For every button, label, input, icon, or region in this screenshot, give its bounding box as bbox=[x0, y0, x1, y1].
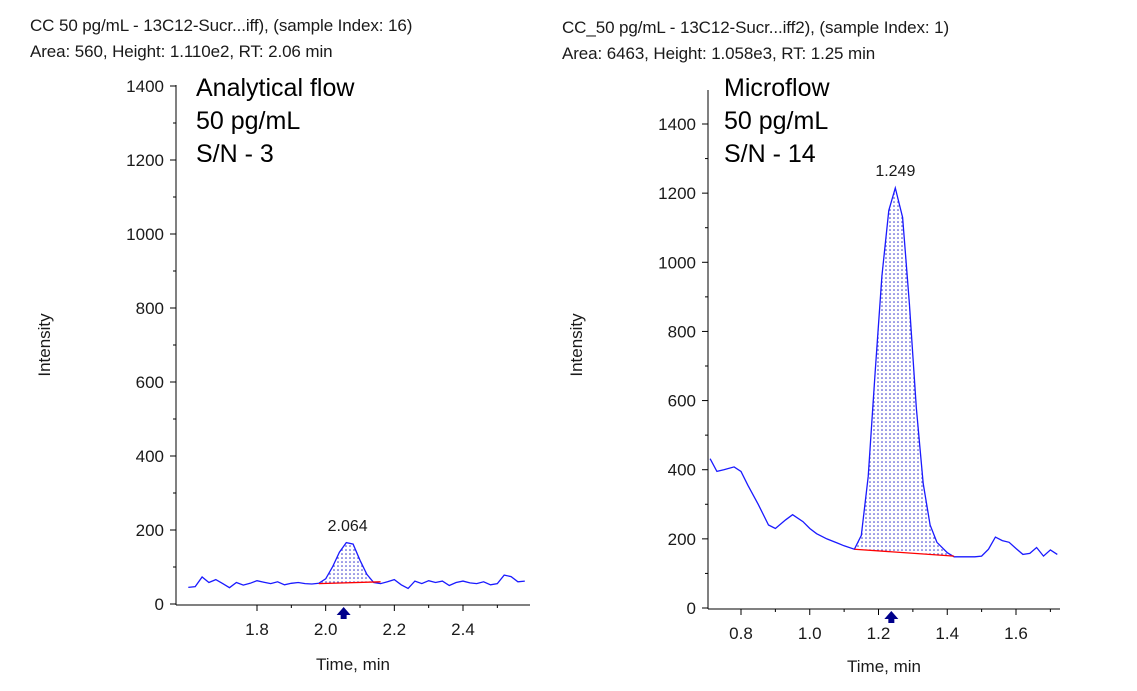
chart2-peak-area bbox=[854, 187, 955, 557]
chart1-y-tick-label: 200 bbox=[136, 521, 164, 540]
chart2-peak-label: 1.249 bbox=[875, 163, 915, 180]
chart1-y-tick-label: 600 bbox=[136, 373, 164, 392]
chart2-rt-marker-arrow-icon bbox=[884, 611, 899, 623]
chart2-y-tick-label: 200 bbox=[668, 530, 696, 549]
chart2-annotation: Microflow 50 pg/mL S/N - 14 bbox=[724, 72, 830, 171]
chart2-trace-line bbox=[709, 185, 1058, 558]
chart1-y-tick-label: 1000 bbox=[126, 225, 164, 244]
chart2-header-line2: Area: 6463, Height: 1.058e3, RT: 1.25 mi… bbox=[562, 44, 876, 63]
chart1-header-line1: CC 50 pg/mL - 13C12-Sucr...iff), (sample… bbox=[30, 16, 413, 35]
chart1-y-tick-label: 0 bbox=[155, 595, 164, 614]
chart2-y-tick-label: 800 bbox=[668, 322, 696, 341]
chart1-peak-label: 2.064 bbox=[328, 518, 368, 535]
chart1-annotation: Analytical flow 50 pg/mL S/N - 3 bbox=[196, 72, 354, 171]
chart1-y-axis-title: Intensity bbox=[35, 313, 54, 377]
chart1-x-axis-title: Time, min bbox=[316, 655, 390, 674]
chart2-y-tick-label: 600 bbox=[668, 392, 696, 411]
chart2-y-tick-label: 0 bbox=[687, 599, 696, 618]
chart2-x-tick-label: 1.4 bbox=[935, 624, 959, 643]
chart1-x-tick-label: 2.2 bbox=[383, 620, 407, 639]
chart2-x-tick-label: 1.2 bbox=[867, 624, 891, 643]
chart2-y-axis-title: Intensity bbox=[567, 313, 586, 377]
chart1-rt-marker-arrow-icon bbox=[336, 607, 351, 619]
chart1-annotation-line3: S/N - 3 bbox=[196, 140, 274, 168]
chart2-x-tick-label: 0.8 bbox=[729, 624, 753, 643]
chart2-annotation-line1: Microflow bbox=[724, 74, 830, 102]
chart1-trace-line bbox=[188, 541, 525, 590]
chart1-y-tick-label: 1400 bbox=[126, 77, 164, 96]
chart2-x-tick-label: 1.0 bbox=[798, 624, 822, 643]
chart1-header-line2: Area: 560, Height: 1.110e2, RT: 2.06 min bbox=[30, 42, 333, 61]
chart2-y-tick-label: 1200 bbox=[658, 184, 696, 203]
chart2-y-tick-label: 1000 bbox=[658, 253, 696, 272]
chart1-x-tick-label: 2.0 bbox=[314, 620, 338, 639]
chart1-y-tick-label: 800 bbox=[136, 299, 164, 318]
chart2-x-tick-label: 1.6 bbox=[1004, 624, 1028, 643]
chart1-y-tick-label: 1200 bbox=[126, 151, 164, 170]
chart2-x-axis-title: Time, min bbox=[847, 657, 921, 676]
chart2-y-tick-label: 1400 bbox=[658, 115, 696, 134]
chart1-x-tick-label: 1.8 bbox=[245, 620, 269, 639]
chart2-plot: 0 200 400 600 800 1000 1200 1400 0.8 1.0 1.2 1.4 1.6… bbox=[567, 90, 1060, 676]
chart2-annotation-line2: 50 pg/mL bbox=[724, 107, 829, 135]
chart1-plot: 0 200 400 600 800 1000 1200 1400 1.8 2.0 2.2 2.4 Tim… bbox=[35, 77, 530, 674]
chart1-y-tick-label: 400 bbox=[136, 447, 164, 466]
chart1-integration-baseline bbox=[318, 581, 381, 585]
chart1-peak-area bbox=[318, 542, 381, 584]
chart1-x-tick-label: 2.4 bbox=[451, 620, 475, 639]
chart2-annotation-line3: S/N - 14 bbox=[724, 140, 816, 168]
chart1-annotation-line2: 50 pg/mL bbox=[196, 107, 301, 135]
chart2-integration-baseline bbox=[854, 548, 955, 557]
chart2-header-line1: CC_50 pg/mL - 13C12-Sucr...iff2), (sampl… bbox=[562, 18, 950, 37]
chart1-annotation-line1: Analytical flow bbox=[196, 74, 355, 102]
chart2-y-tick-label: 400 bbox=[668, 461, 696, 480]
